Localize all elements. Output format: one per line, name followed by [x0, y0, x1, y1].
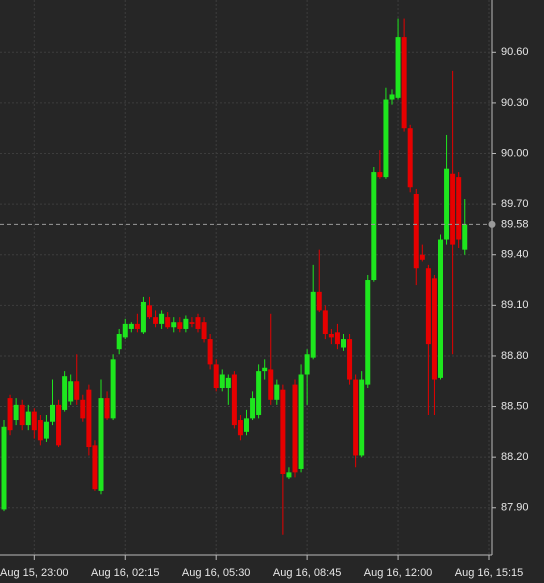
- candle-body: [395, 37, 401, 98]
- x-tick-label: Aug 16, 02:15: [91, 567, 160, 579]
- candle-body: [147, 305, 152, 318]
- candle-body: [7, 398, 13, 431]
- candle-body: [80, 399, 86, 419]
- candle-body: [68, 381, 74, 402]
- candle-body: [353, 379, 359, 456]
- candle-body: [122, 323, 128, 338]
- candle-body: [274, 384, 280, 400]
- y-tick-label: 90.60: [501, 46, 529, 58]
- candle-body: [195, 317, 201, 329]
- candle-body: [74, 381, 80, 400]
- candle-body: [268, 369, 274, 400]
- candle-body: [341, 339, 346, 348]
- candle-body: [304, 354, 310, 375]
- candle-body: [43, 421, 49, 439]
- candle-body: [189, 322, 195, 324]
- candle-body: [292, 384, 298, 473]
- candle-body: [153, 317, 159, 324]
- candle-body: [13, 404, 19, 421]
- last-price-marker: [488, 220, 496, 228]
- y-tick-label: 87.90: [501, 502, 529, 514]
- candle-body: [462, 224, 468, 250]
- candle-body: [62, 376, 68, 410]
- candle-body: [177, 322, 183, 329]
- candle-body: [371, 172, 377, 281]
- candle-body: [56, 404, 62, 446]
- x-tick-label: Aug 16, 15:15: [455, 567, 524, 579]
- candle-body: [310, 291, 316, 358]
- candle-body: [183, 318, 189, 329]
- last-price-label: 89.58: [501, 218, 529, 230]
- candle-body: [316, 291, 322, 311]
- candle-body: [377, 172, 383, 178]
- candle-body: [334, 332, 340, 345]
- candle-body: [450, 173, 456, 245]
- candle-body: [231, 374, 237, 426]
- candle-body: [128, 323, 134, 329]
- candle-body: [444, 168, 450, 240]
- candle-body: [207, 339, 213, 365]
- y-tick-label: 89.10: [501, 299, 529, 311]
- y-tick-label: 89.70: [501, 198, 529, 210]
- candle-body: [213, 364, 219, 388]
- candle-body: [419, 254, 425, 260]
- candle-body: [250, 398, 256, 419]
- x-tick-label: Aug 16, 12:00: [364, 567, 433, 579]
- candle-body: [237, 420, 243, 436]
- y-tick-label: 88.50: [501, 400, 529, 412]
- x-tick-label: Aug 15, 23:00: [0, 567, 69, 579]
- candle-body: [171, 322, 177, 328]
- candle-body: [407, 128, 413, 188]
- candle-body: [134, 323, 140, 329]
- candle-body: [262, 367, 268, 372]
- candle-body: [425, 268, 431, 345]
- y-tick-label: 89.40: [501, 249, 529, 261]
- candle-body: [86, 389, 92, 448]
- candle-body: [298, 374, 304, 469]
- candle-body: [431, 278, 437, 380]
- candle-body: [140, 301, 146, 333]
- candle-body: [37, 420, 43, 441]
- candle-body: [25, 411, 31, 426]
- candle-body: [219, 374, 225, 388]
- candle-body: [225, 377, 231, 388]
- candle-body: [256, 371, 262, 415]
- candle-body: [413, 193, 419, 269]
- candle-body: [244, 418, 249, 432]
- candle-body: [456, 177, 462, 240]
- candle-body: [104, 398, 110, 419]
- candle-body: [401, 37, 407, 129]
- candle-body: [19, 404, 25, 426]
- candle-body: [92, 445, 98, 490]
- candle-body: [201, 322, 207, 340]
- candle-body: [286, 472, 292, 478]
- candle-body: [159, 313, 165, 324]
- y-tick-label: 88.80: [501, 350, 529, 362]
- candle-body: [347, 339, 353, 380]
- candle-body: [116, 334, 122, 350]
- candle-body: [280, 389, 286, 475]
- candle-body: [165, 317, 171, 328]
- candle-body: [50, 404, 55, 422]
- y-tick-label: 88.20: [501, 451, 529, 463]
- candle-body: [328, 334, 334, 338]
- candle-body: [31, 411, 37, 431]
- x-tick-label: Aug 16, 08:45: [273, 567, 342, 579]
- candle-body: [98, 398, 104, 491]
- y-tick-label: 90.30: [501, 97, 529, 109]
- candle-body: [365, 280, 371, 385]
- candle-body: [110, 359, 116, 419]
- candle-body: [389, 94, 395, 100]
- candle-body: [1, 426, 7, 510]
- candle-body: [438, 239, 443, 378]
- candle-body: [322, 310, 328, 335]
- candle-body: [359, 379, 365, 456]
- candle-body: [383, 99, 389, 178]
- x-tick-label: Aug 16, 05:30: [182, 567, 251, 579]
- y-tick-label: 90.00: [501, 147, 529, 159]
